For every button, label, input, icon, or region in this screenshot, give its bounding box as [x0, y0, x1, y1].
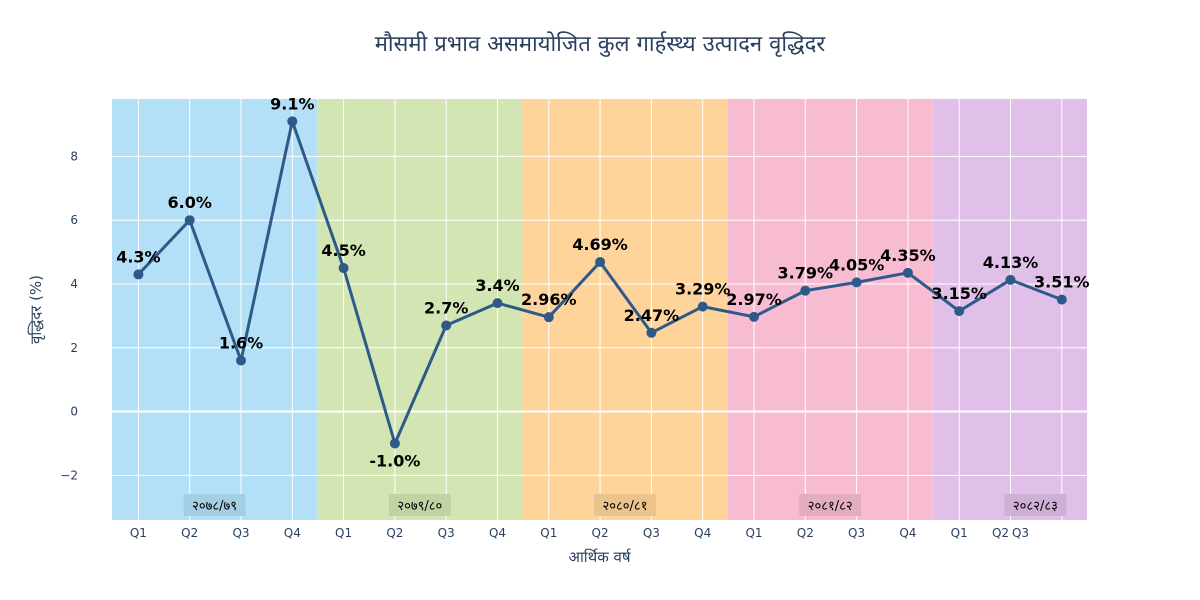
x-axis-ticks: Q1 Q2 Q3 Q4 Q1 Q2 Q3 Q4 Q1 Q2 Q3 Q4 Q1 Q2 Q3 Q4 Q1 Q2 Q3: [130, 526, 1029, 540]
data-point: [184, 215, 195, 226]
fiscal-year-label-text: २०८२/८३: [1013, 499, 1058, 514]
chart-title: मौसमी प्रभाव असमायोजित कुल गार्हस्थ्य उत…: [374, 32, 826, 57]
year-band: [727, 99, 933, 520]
data-point: [492, 298, 503, 309]
y-tick-label: −2: [60, 468, 78, 482]
data-label: 4.13%: [983, 253, 1039, 272]
data-point: [236, 355, 246, 366]
fiscal-year-label: २०८२/८३: [1004, 494, 1067, 516]
data-point: [800, 285, 811, 296]
x-tick-label: Q2: [181, 526, 198, 540]
data-point: [749, 311, 759, 322]
year-band: [317, 99, 523, 520]
x-tick-label: Q1: [335, 526, 352, 540]
y-tick-label: 2: [70, 341, 78, 355]
x-tick-label: Q4: [489, 526, 506, 540]
x-tick-label: Q3: [848, 526, 865, 540]
x-tick-label: Q1: [130, 526, 147, 540]
data-label: 3.79%: [778, 264, 834, 283]
x-tick-label: Q1: [540, 526, 557, 540]
data-label: 2.7%: [424, 298, 468, 317]
data-point: [441, 320, 452, 331]
x-tick-label: Q4: [284, 526, 301, 540]
x-tick-label: Q1: [745, 526, 762, 540]
data-label: 4.69%: [572, 235, 628, 254]
y-tick-label: 6: [70, 213, 78, 227]
fiscal-year-label-shade: [183, 494, 246, 516]
x-tick-label: Q3: [438, 526, 455, 540]
data-value-labels: 4.3% 6.0% 1.6% 9.1% 4.5% -1.0% 2.7% 3.4%2.96% 4.…: [116, 94, 1089, 470]
data-points: [133, 116, 1067, 449]
data-label: 6.0%: [168, 193, 212, 212]
data-label: 2.47%: [624, 306, 680, 325]
data-point: [646, 327, 657, 338]
fiscal-year-label-shade: [799, 494, 862, 516]
y-axis-title: वृद्धिदर (%): [27, 275, 46, 344]
data-label: 1.6%: [219, 334, 263, 353]
data-point: [902, 267, 913, 278]
data-label: 4.35%: [880, 246, 936, 265]
fiscal-year-labels: २०७८/७९ २०७९/८० २०८०/८१ २०८१/८२ २०८२/८३: [183, 494, 1067, 516]
data-point: [338, 263, 349, 274]
x-tick-label: Q2: [992, 526, 1009, 540]
data-label: -1.0%: [369, 451, 420, 470]
x-tick-label: Q2: [592, 526, 609, 540]
x-tick-label: Q3: [643, 526, 660, 540]
fiscal-year-label-text: २०७८/७९: [192, 499, 237, 514]
year-bands: [112, 99, 1087, 520]
data-label: 3.29%: [675, 280, 731, 299]
fiscal-year-label-box: [799, 494, 862, 516]
data-point: [1005, 274, 1016, 285]
data-point: [133, 269, 144, 280]
x-tick-label: Q2: [797, 526, 814, 540]
data-point: [543, 312, 554, 323]
data-point: [595, 256, 606, 267]
fiscal-year-label-shade: [1004, 494, 1067, 516]
fiscal-year-label-box: [1004, 494, 1067, 516]
data-label: 9.1%: [270, 94, 314, 113]
data-point: [389, 438, 400, 449]
x-tick-label: Q1: [951, 526, 968, 540]
fiscal-year-label-box: [183, 494, 246, 516]
y-tick-label: 8: [70, 149, 78, 163]
fiscal-year-label-text: २०८०/८१: [603, 499, 648, 514]
data-point: [851, 277, 862, 288]
data-label: 3.51%: [1034, 273, 1090, 292]
fiscal-year-label: २०७९/८०: [388, 494, 451, 516]
fiscal-year-label-text: २०७९/८०: [397, 499, 442, 514]
fiscal-year-label-box: [594, 494, 656, 516]
data-label: 3.4%: [475, 276, 519, 295]
x-axis-title: आर्थिक वर्ष: [568, 548, 631, 566]
data-point: [954, 306, 965, 317]
data-point: [287, 116, 298, 127]
grid-lines: [112, 99, 1087, 520]
x-tick-label: Q3: [232, 526, 249, 540]
data-label: 4.5%: [321, 241, 365, 260]
data-label: 4.05%: [829, 255, 885, 274]
fiscal-year-label: २०७८/७९: [183, 494, 246, 516]
data-label: 3.15%: [931, 284, 987, 303]
fiscal-year-label: २०८०/८१: [594, 494, 656, 516]
x-tick-label: Q2: [386, 526, 403, 540]
data-label: 2.97%: [726, 290, 782, 309]
fiscal-year-label: २०८१/८२: [799, 494, 862, 516]
data-point: [1056, 294, 1067, 305]
x-tick-label: Q4: [694, 526, 711, 540]
fiscal-year-label-text: २०८१/८२: [808, 499, 853, 514]
fiscal-year-label-shade: [594, 494, 656, 516]
y-axis-ticks: −2 0 2 4 6 8: [60, 149, 78, 482]
data-label: 2.96%: [521, 290, 577, 309]
year-band: [112, 99, 318, 520]
y-tick-label: 0: [70, 405, 78, 419]
x-tick-label: Q4: [899, 526, 916, 540]
x-tick-label: Q3: [1012, 526, 1029, 540]
y-tick-label: 4: [70, 277, 78, 291]
data-point: [697, 301, 708, 312]
fiscal-year-label-box: [388, 494, 451, 516]
data-label: 4.3%: [116, 247, 160, 266]
fiscal-year-label-shade: [388, 494, 451, 516]
